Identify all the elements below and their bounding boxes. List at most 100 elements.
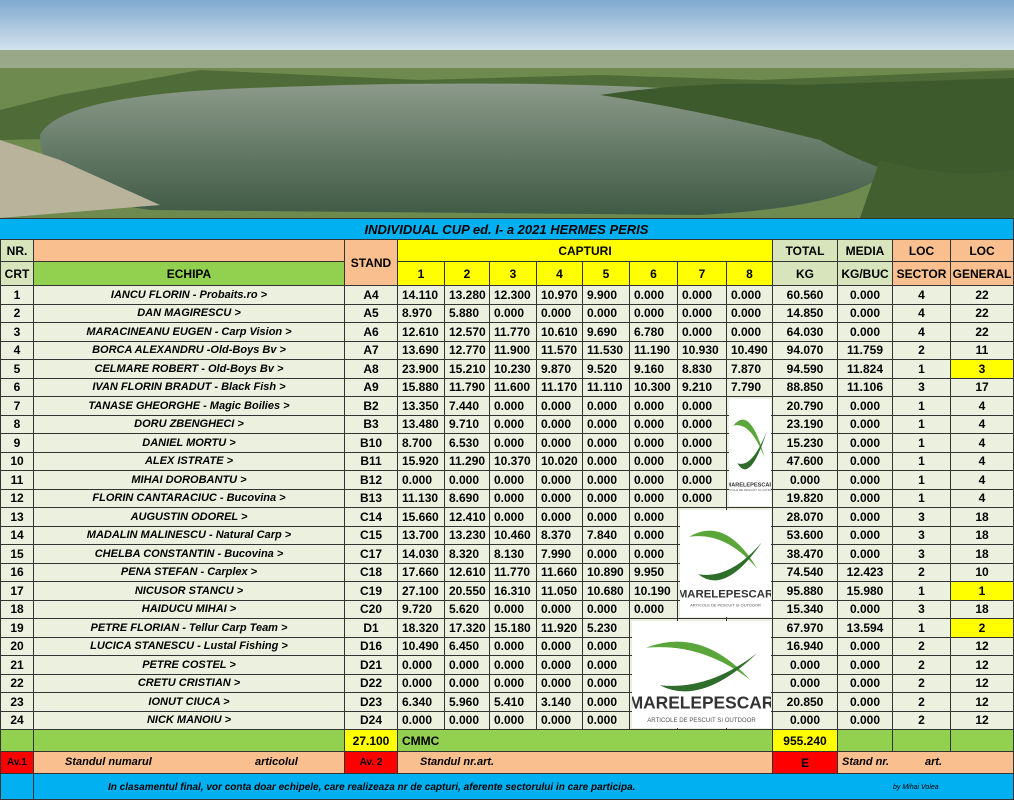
media: 0.000 xyxy=(838,526,893,545)
capture-weight: 0.000 xyxy=(583,304,630,323)
general-place: 4 xyxy=(951,452,1014,471)
capture-weight: 0.000 xyxy=(398,656,445,675)
media: 0.000 xyxy=(838,600,893,619)
capture-weight: 10.680 xyxy=(583,582,630,601)
capture-weight: 0.000 xyxy=(727,286,773,305)
logo-name: MARELEPESCAR xyxy=(729,483,771,489)
row-number: 19 xyxy=(0,619,34,638)
stand: D16 xyxy=(345,637,398,656)
competitor-name: NICK MANOIU > xyxy=(34,711,345,730)
sector-place: 3 xyxy=(893,545,951,564)
competitor-name: DORU ZBENGHECI > xyxy=(34,415,345,434)
capture-weight: 11.770 xyxy=(490,563,537,582)
media: 0.000 xyxy=(838,415,893,434)
sector-place: 2 xyxy=(893,563,951,582)
total-kg: 47.600 xyxy=(773,452,838,471)
capture-weight: 6.530 xyxy=(445,434,490,453)
capture-weight: 11.130 xyxy=(398,489,445,508)
capture-weight: 13.350 xyxy=(398,397,445,416)
capture-weight: 9.900 xyxy=(583,286,630,305)
capture-weight: 20.550 xyxy=(445,582,490,601)
capture-weight: 12.570 xyxy=(445,323,490,342)
capture-weight: 5.230 xyxy=(583,619,630,638)
capture-weight: 0.000 xyxy=(445,656,490,675)
capture-weight: 0.000 xyxy=(678,397,727,416)
media: 11.106 xyxy=(838,378,893,397)
capture-weight: 0.000 xyxy=(727,304,773,323)
media: 0.000 xyxy=(838,434,893,453)
general-place: 12 xyxy=(951,711,1014,730)
capture-weight: 9.520 xyxy=(583,360,630,379)
total-kg: 88.850 xyxy=(773,378,838,397)
sector-place: 4 xyxy=(893,304,951,323)
total-kg: 60.560 xyxy=(773,286,838,305)
row-number: 22 xyxy=(0,674,34,693)
capture-weight: 13.230 xyxy=(445,526,490,545)
e-label: E xyxy=(773,752,838,774)
capture-weight: 12.770 xyxy=(445,341,490,360)
capture-weight: 0.000 xyxy=(398,711,445,730)
general-place: 12 xyxy=(951,637,1014,656)
capture-weight: 0.000 xyxy=(490,711,537,730)
capture-weight: 0.000 xyxy=(490,656,537,675)
row-number: 16 xyxy=(0,563,34,582)
stand: A6 xyxy=(345,323,398,342)
row-number: 6 xyxy=(0,378,34,397)
sector-place: 1 xyxy=(893,619,951,638)
total-kg: 0.000 xyxy=(773,471,838,490)
sector-place: 1 xyxy=(893,489,951,508)
capture-weight: 17.320 xyxy=(445,619,490,638)
competitor-name: LUCICA STANESCU - Lustal Fishing > xyxy=(34,637,345,656)
row-number: 15 xyxy=(0,545,34,564)
competitor-name: MIHAI DOROBANTU > xyxy=(34,471,345,490)
row-number: 4 xyxy=(0,341,34,360)
row-number: 2 xyxy=(0,304,34,323)
capture-weight: 0.000 xyxy=(583,508,630,527)
competitor-name: TANASE GHEORGHE - Magic Boilies > xyxy=(34,397,345,416)
footer-cell xyxy=(838,730,893,752)
row-number: 9 xyxy=(0,434,34,453)
capture-weight: 13.690 xyxy=(398,341,445,360)
capture-weight: 0.000 xyxy=(630,452,678,471)
capture-weight: 11.170 xyxy=(537,378,583,397)
sector-place: 3 xyxy=(893,508,951,527)
capture-weight: 10.300 xyxy=(630,378,678,397)
capture-weight: 0.000 xyxy=(445,674,490,693)
competitor-name: IONUT CIUCA > xyxy=(34,693,345,712)
capture-weight: 11.050 xyxy=(537,582,583,601)
capture-weight: 0.000 xyxy=(583,397,630,416)
logo-swoosh xyxy=(689,530,758,569)
capture-weight: 15.210 xyxy=(445,360,490,379)
footer-cell xyxy=(0,774,34,800)
capture-weight: 7.790 xyxy=(727,378,773,397)
capture-weight: 23.900 xyxy=(398,360,445,379)
media: 13.594 xyxy=(838,619,893,638)
stand: A9 xyxy=(345,378,398,397)
capture-weight: 0.000 xyxy=(537,656,583,675)
total-kg: 28.070 xyxy=(773,508,838,527)
capture-weight: 8.370 xyxy=(537,526,583,545)
header-cell: 7 xyxy=(678,262,727,286)
row-number: 18 xyxy=(0,600,34,619)
general-place: 18 xyxy=(951,600,1014,619)
row-number: 3 xyxy=(0,323,34,342)
capture-weight: 0.000 xyxy=(583,600,630,619)
capture-weight: 11.530 xyxy=(583,341,630,360)
media: 0.000 xyxy=(838,693,893,712)
header-cell: CAPTURI xyxy=(398,240,773,262)
capture-weight: 14.110 xyxy=(398,286,445,305)
capture-weight: 9.210 xyxy=(678,378,727,397)
sector-place: 2 xyxy=(893,341,951,360)
total-kg: 0.000 xyxy=(773,711,838,730)
header-cell: ECHIPA xyxy=(34,262,345,286)
capture-weight: 13.480 xyxy=(398,415,445,434)
general-place: 12 xyxy=(951,674,1014,693)
header-cell: 3 xyxy=(490,262,537,286)
capture-weight: 12.610 xyxy=(398,323,445,342)
capture-weight: 12.410 xyxy=(445,508,490,527)
capture-weight: 0.000 xyxy=(630,304,678,323)
capture-weight: 3.140 xyxy=(537,693,583,712)
header-cell: 4 xyxy=(537,262,583,286)
